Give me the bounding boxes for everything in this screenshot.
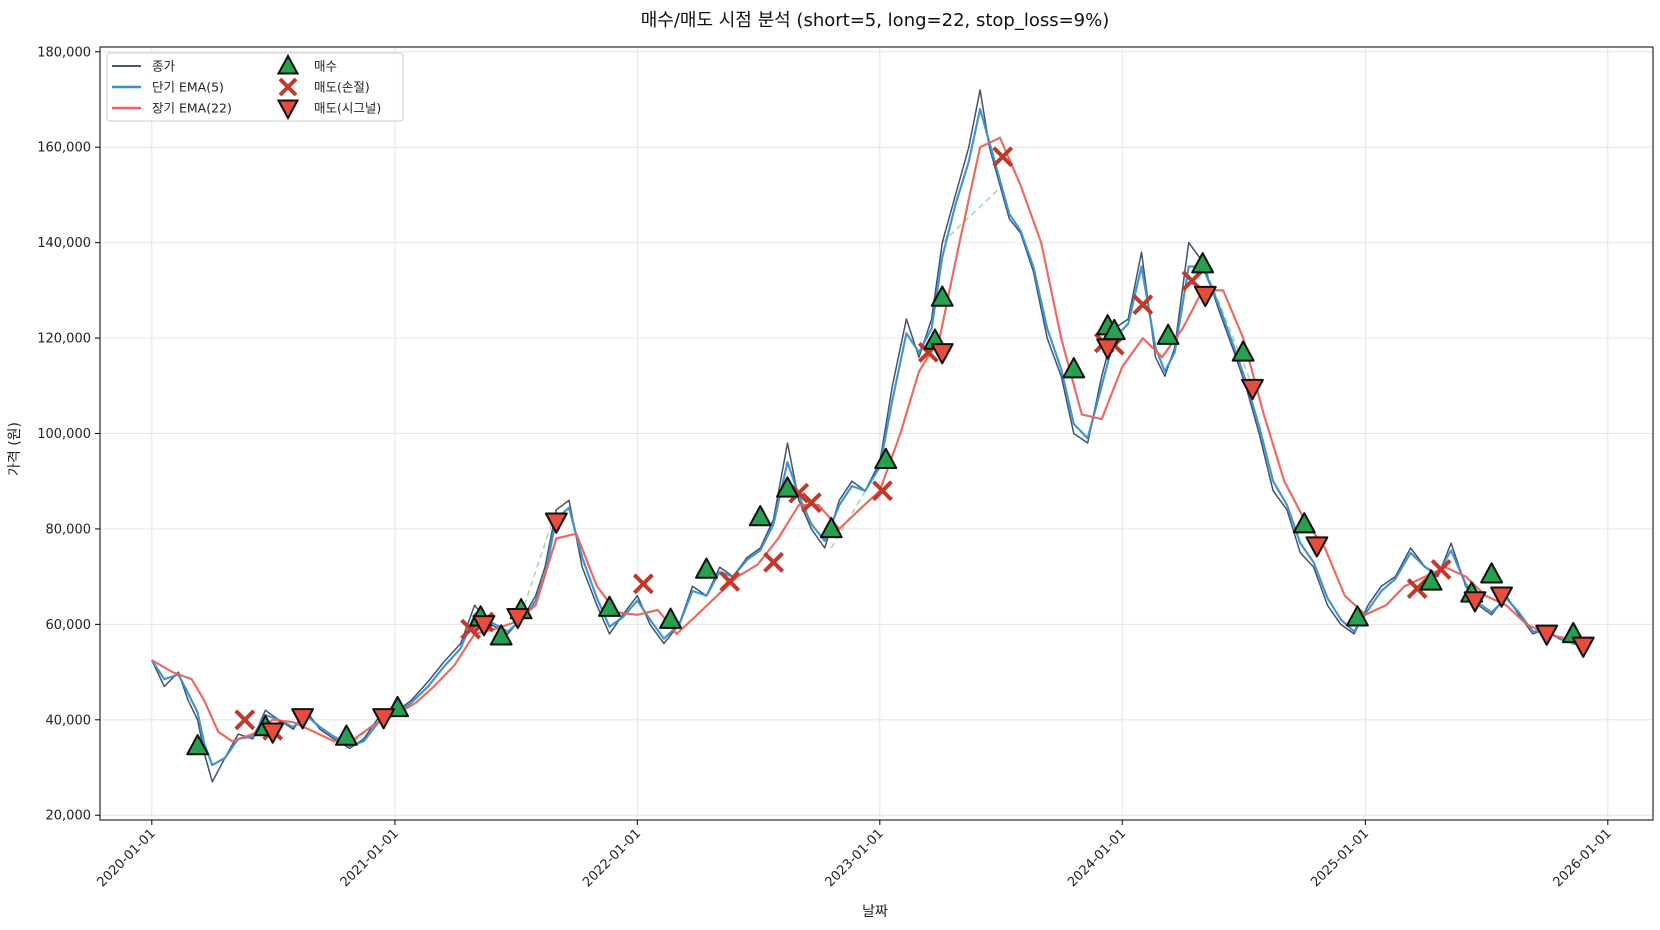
sell-signal-marker — [1463, 591, 1487, 613]
x-marker-stroke — [632, 573, 654, 595]
sell-stop-marker — [234, 709, 256, 731]
sell-signal-marker — [1305, 536, 1329, 558]
chart-title: 매수/매도 시점 분석 (short=5, long=22, stop_loss… — [641, 10, 1110, 31]
sell-signal-marker — [1571, 636, 1595, 658]
x-marker-stroke — [1430, 559, 1452, 580]
x-marker-stroke — [1132, 294, 1154, 316]
sell-signal-marker — [1096, 338, 1120, 360]
buy-marker — [819, 516, 843, 539]
buy-marker — [748, 505, 772, 527]
x-marker-stroke — [992, 146, 1014, 168]
sell-stop-marker — [872, 480, 893, 502]
y-tick-label: 60,000 — [46, 618, 92, 633]
buy-marker — [930, 285, 954, 307]
x-axis-title: 날짜 — [862, 904, 888, 920]
buy-marker — [334, 724, 358, 746]
x-marker-stroke — [763, 551, 784, 573]
x-marker-stroke — [800, 492, 822, 514]
x-marker-stroke — [872, 480, 893, 502]
holding-period-segment — [1201, 261, 1254, 387]
sell-signal-marker — [1490, 586, 1514, 608]
legend-label: 단기 EMA(5) — [152, 80, 224, 95]
buy-marker — [1231, 340, 1255, 362]
x-marker-stroke — [234, 709, 256, 731]
buy-marker — [874, 447, 898, 469]
buy-marker — [776, 476, 799, 498]
y-tick-label: 100,000 — [37, 427, 91, 442]
sell-stop-marker — [1132, 294, 1154, 316]
sell-stop-marker — [1406, 578, 1428, 599]
legend-label: 매도(손절) — [314, 80, 370, 95]
holding-period-segment — [941, 184, 1004, 244]
buy-marker — [659, 607, 683, 629]
legend-sell-signal-swatch — [276, 99, 300, 121]
sell-signal-marker — [1241, 378, 1264, 401]
y-axis-title: 가격 (원) — [7, 422, 23, 476]
legend-box — [106, 52, 404, 122]
y-tick-label: 180,000 — [37, 45, 91, 60]
y-tick-label: 40,000 — [46, 713, 92, 728]
holding-period-segment — [520, 509, 558, 616]
sell-stop-marker — [632, 573, 654, 595]
sell-signal-marker — [372, 708, 396, 730]
buy-marker — [1156, 323, 1180, 345]
x-marker-stroke — [719, 571, 741, 592]
legend-sell-stop-swatch — [278, 77, 298, 97]
buy-marker — [186, 734, 210, 756]
sell-signal-marker — [1193, 285, 1217, 308]
buy-marker — [695, 557, 718, 579]
x-marker-stroke — [1181, 270, 1203, 292]
sell-signal-marker — [261, 722, 285, 744]
x-marker-stroke — [788, 482, 810, 504]
sell-signal-marker — [506, 607, 530, 630]
sell-stop-marker — [719, 571, 741, 592]
sell-stop-marker — [1430, 559, 1452, 580]
sell-stop-marker — [992, 146, 1014, 168]
buy-marker — [1062, 357, 1086, 379]
sell-signal-marker — [930, 343, 954, 365]
y-tick-label: 140,000 — [37, 236, 91, 251]
ema-long-line — [151, 136, 1584, 743]
sell-stop-marker — [763, 551, 784, 573]
buy-marker — [1419, 569, 1443, 591]
buy-marker — [1345, 605, 1369, 627]
grid-layer — [100, 47, 1653, 820]
sell-signal-marker — [1535, 624, 1559, 646]
marker-layer — [186, 146, 1595, 756]
buy-marker — [489, 624, 513, 646]
x-marker-stroke — [278, 77, 298, 97]
legend-label: 매도(시그널) — [314, 101, 381, 116]
y-tick-label: 160,000 — [37, 141, 91, 156]
plot-frame — [99, 46, 1654, 821]
y-tick-label: 20,000 — [46, 809, 92, 824]
legend-label: 종가 — [152, 59, 176, 74]
legend-buy-swatch — [276, 53, 300, 75]
y-tick-label: 120,000 — [37, 332, 91, 347]
buy-marker — [598, 595, 621, 617]
buy-marker — [1480, 562, 1504, 584]
legend-label: 장기 EMA(22) — [152, 101, 232, 116]
buy-marker — [1191, 252, 1215, 274]
x-marker-stroke — [1406, 578, 1428, 599]
y-tick-label: 80,000 — [46, 522, 92, 537]
legend-label: 매수 — [314, 59, 337, 74]
sell-signal-marker — [472, 615, 496, 637]
buy-marker — [1292, 512, 1316, 534]
sell-signal-marker — [544, 512, 568, 534]
sell-stop-marker — [800, 492, 822, 514]
sell-signal-marker — [291, 708, 315, 730]
